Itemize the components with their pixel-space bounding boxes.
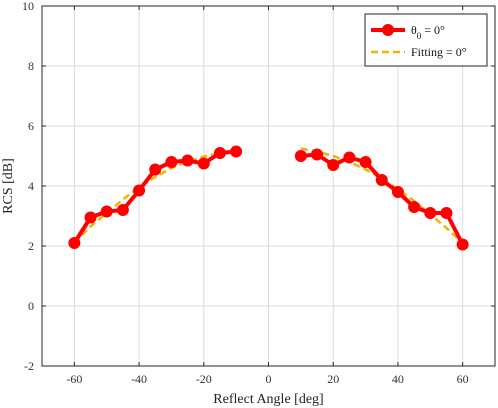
fitting-series-line — [73, 148, 237, 244]
x-tick-label: 60 — [457, 372, 469, 386]
measured-data-point — [359, 156, 372, 168]
x-axis-label: Reflect Angle [deg] — [213, 392, 323, 407]
y-tick-label: 2 — [28, 239, 34, 253]
y-tick-label: 0 — [28, 299, 34, 313]
y-tick-label: -2 — [24, 359, 34, 373]
legend-label-value: = 0° — [421, 23, 445, 37]
measured-data-point — [294, 150, 307, 162]
measured-data-point — [84, 211, 97, 224]
measured-data-point — [456, 238, 469, 251]
legend-label-measured: θ0 = 0° — [411, 23, 445, 41]
x-tick-label: 40 — [392, 372, 404, 386]
measured-data-point — [424, 207, 437, 219]
legend: θ0 = 0° Fitting = 0° — [364, 13, 488, 67]
y-axis-label: RCS [dB] — [1, 158, 16, 214]
measured-data-point — [440, 207, 453, 219]
measured-data-point — [375, 174, 388, 186]
y-tick-label: 8 — [28, 59, 34, 73]
fitting-series-line — [300, 147, 464, 244]
measured-data-point — [100, 205, 113, 218]
x-tick-label: -20 — [196, 372, 212, 386]
measured-data-point — [327, 159, 340, 171]
measured-data-point — [230, 145, 243, 158]
measured-data-point — [311, 148, 324, 161]
measured-data-point — [149, 163, 162, 176]
measured-data-point — [181, 154, 194, 167]
y-tick-label: 4 — [28, 179, 34, 193]
measured-data-point — [116, 204, 129, 216]
series-layer — [68, 145, 469, 251]
measured-data-point — [343, 151, 356, 164]
legend-box — [364, 13, 488, 67]
measured-data-point — [213, 147, 226, 159]
measured-data-point — [391, 186, 404, 198]
measured-data-point — [197, 157, 210, 170]
legend-swatch-measured-marker — [382, 24, 394, 36]
legend-label-theta-subscript: 0 — [417, 31, 422, 41]
y-tick-label: 6 — [28, 119, 34, 133]
legend-label-theta: θ — [411, 23, 417, 37]
x-tick-label: -60 — [66, 372, 82, 386]
x-tick-label: -40 — [131, 372, 147, 386]
measured-data-point — [408, 201, 421, 213]
measured-data-point — [68, 237, 81, 249]
measured-data-point — [133, 184, 146, 197]
measured-data-point — [165, 156, 178, 168]
y-tick-label: 10 — [22, 0, 34, 13]
x-tick-label: 20 — [327, 372, 339, 386]
x-tick-label: 0 — [266, 372, 272, 386]
legend-label-fitting: Fitting = 0° — [411, 45, 467, 59]
